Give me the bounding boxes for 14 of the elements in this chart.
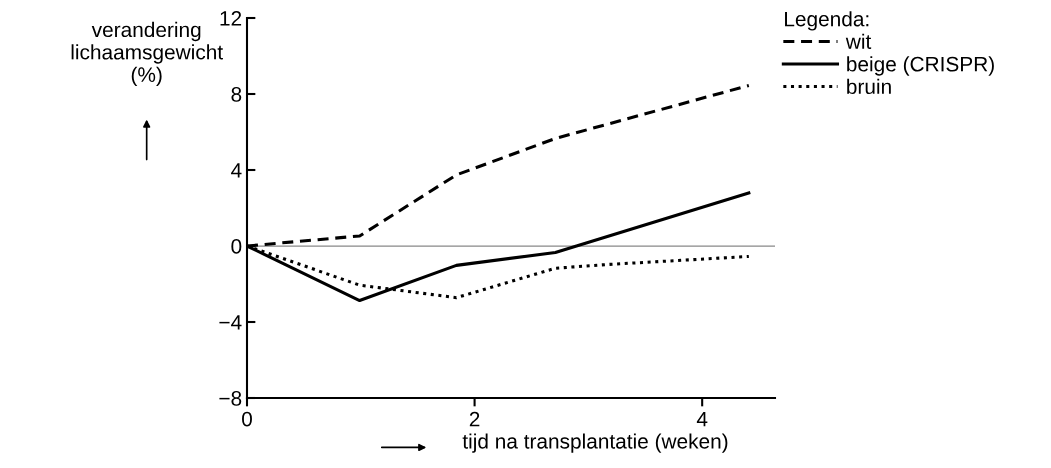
y-tick-label: −4 — [219, 315, 242, 330]
legend-label: bruin — [847, 78, 891, 95]
y-tick-label: 12 — [220, 11, 242, 26]
x-axis-title: tijd na transplantatie (weken) — [462, 433, 728, 453]
y-tick-label: 0 — [231, 239, 242, 254]
legend-label: wit — [845, 33, 872, 49]
y-tick-label: −8 — [219, 391, 242, 406]
y-tick-label: 8 — [231, 87, 242, 102]
legend-label: beige (CRISPR) — [847, 56, 994, 76]
x-tick-label: 4 — [696, 411, 708, 427]
legend-title: Legenda: — [785, 11, 869, 31]
x-tick-label: 0 — [242, 411, 252, 427]
y-tick-label: 4 — [231, 163, 242, 178]
x-tick-label: 2 — [469, 411, 480, 427]
